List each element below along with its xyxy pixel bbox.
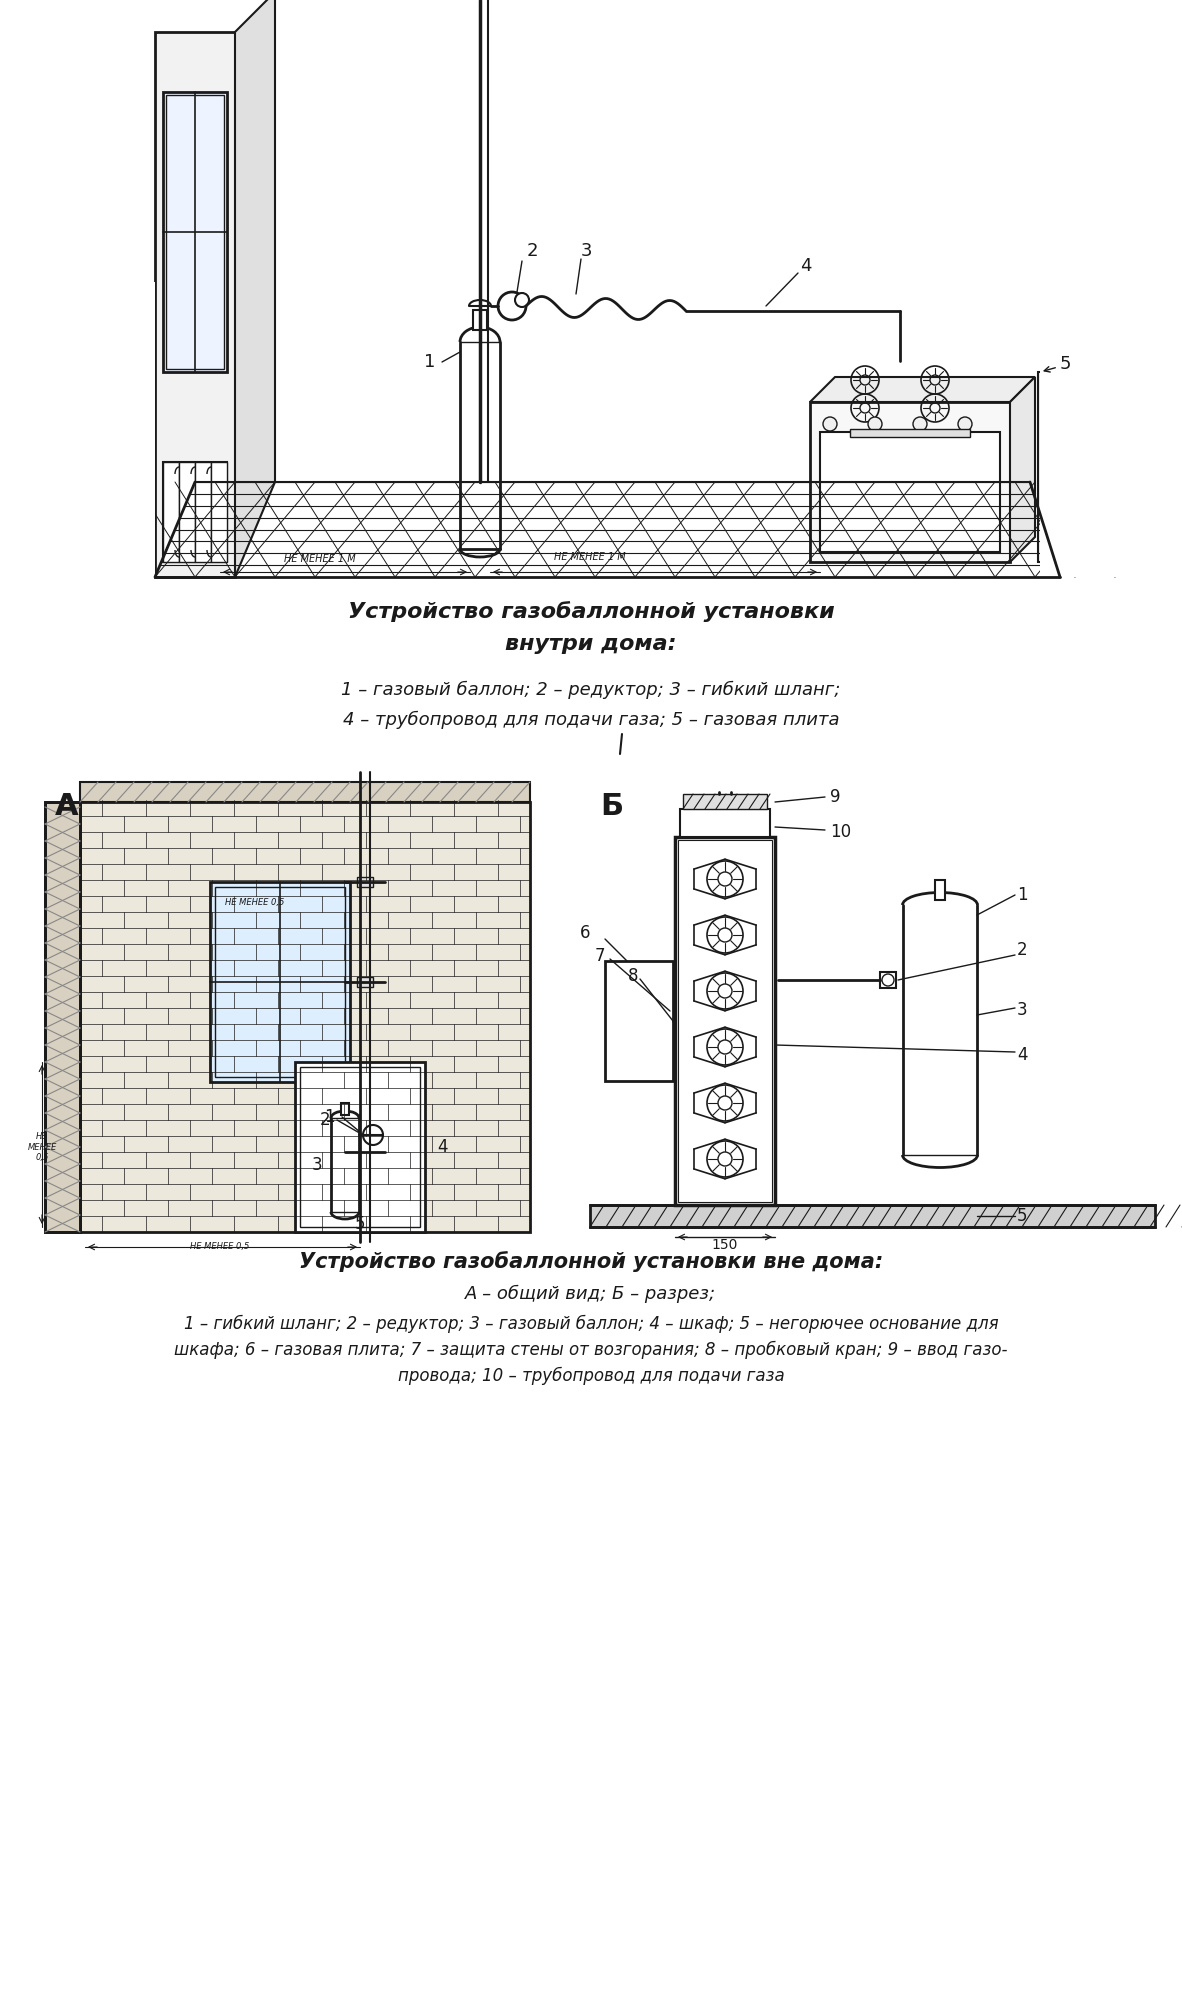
Text: 1 – гибкий шланг; 2 – редуктор; 3 – газовый баллон; 4 – шкаф; 5 – негорючее осно: 1 – гибкий шланг; 2 – редуктор; 3 – газо… [183,1315,999,1333]
Text: провода; 10 – трубопровод для подачи газа: провода; 10 – трубопровод для подачи газ… [397,1367,785,1384]
Bar [340,1104,349,1116]
Text: 6: 6 [579,924,590,942]
Text: шкафа; 6 – газовая плита; 7 – защита стены от возгорания; 8 – пробковый кран; 9 : шкафа; 6 – газовая плита; 7 – защита сте… [174,1341,1008,1359]
Text: 2: 2 [526,241,538,261]
Text: 10: 10 [830,823,851,841]
Text: 5: 5 [1059,355,1071,373]
Text: 1: 1 [324,1108,335,1125]
Circle shape [913,416,927,430]
Bar [155,32,235,578]
Text: 8: 8 [628,966,638,984]
Bar [0,283,155,578]
Circle shape [957,416,972,430]
Bar [163,92,227,373]
Text: 2: 2 [319,1112,330,1129]
Text: 1: 1 [424,353,436,371]
Circle shape [498,293,526,321]
Text: 5: 5 [355,1215,365,1233]
Text: 3: 3 [312,1155,323,1173]
Text: 4: 4 [800,257,812,275]
Bar [881,972,896,988]
Bar [473,311,487,331]
Bar [683,795,767,809]
Text: 4 – трубопровод для подачи газа; 5 – газовая плита: 4 – трубопровод для подачи газа; 5 – газ… [343,711,839,729]
Text: 2: 2 [1017,940,1027,958]
Text: 150: 150 [712,1237,739,1253]
Bar [678,841,772,1201]
Bar [1040,283,1182,578]
Polygon shape [1009,376,1035,562]
Text: 4: 4 [1017,1046,1027,1064]
Bar [675,837,775,1205]
Bar [80,803,530,1231]
Text: НЕ МЕНЕЕ 1 М: НЕ МЕНЕЕ 1 М [284,554,356,564]
Text: НЕ МЕНЕЕ 0,5: НЕ МЕНЕЕ 0,5 [190,1243,249,1251]
Bar [850,428,970,436]
Circle shape [882,974,894,986]
Text: внутри дома:: внутри дома: [505,633,677,653]
Text: 1 – газовый баллон; 2 – редуктор; 3 – гибкий шланг;: 1 – газовый баллон; 2 – редуктор; 3 – ги… [342,681,840,699]
Polygon shape [235,0,275,578]
Text: НЕ
МЕНЕЕ
0,5: НЕ МЕНЕЕ 0,5 [27,1131,57,1161]
Bar [45,803,80,1231]
Bar [357,876,374,886]
Bar [178,462,195,562]
Bar [357,976,374,986]
Bar [215,886,345,1078]
Text: 1: 1 [1017,886,1027,904]
Text: Устройство газобаллонной установки: Устройство газобаллонной установки [348,602,834,622]
Bar [605,960,673,1082]
Text: НЕ МЕНЕЕ 1 М: НЕ МЕНЕЕ 1 М [554,552,625,562]
Bar [680,809,769,837]
Text: 3: 3 [580,241,592,261]
Text: 4: 4 [437,1137,448,1155]
Bar [210,882,350,1082]
Bar [163,462,227,562]
Bar [810,402,1009,562]
Bar [300,1068,420,1227]
Circle shape [823,416,837,430]
Bar [590,1205,1155,1227]
Bar [165,96,225,369]
Circle shape [868,416,882,430]
Text: А: А [56,793,79,821]
Text: НЕ МЕНЕЕ 0,5: НЕ МЕНЕЕ 0,5 [226,898,285,906]
Bar [357,1147,374,1157]
Circle shape [363,1125,383,1145]
Bar [212,462,227,562]
Bar [296,1062,426,1231]
Text: 9: 9 [830,789,840,807]
Bar [820,432,1000,552]
Text: Устройство газобаллонной установки вне дома:: Устройство газобаллонной установки вне д… [299,1251,883,1273]
Bar [45,803,80,1231]
Text: 5: 5 [1017,1207,1027,1225]
Bar [1038,373,1069,562]
Text: 7: 7 [595,946,605,964]
Bar [163,462,178,562]
Text: А – общий вид; Б – разрез;: А – общий вид; Б – разрез; [466,1285,716,1303]
Circle shape [515,293,530,307]
Bar [80,783,530,803]
Bar [195,462,212,562]
Polygon shape [810,376,1035,402]
Bar [935,880,944,900]
Text: 3: 3 [1017,1002,1027,1020]
Text: Б: Б [600,793,623,821]
